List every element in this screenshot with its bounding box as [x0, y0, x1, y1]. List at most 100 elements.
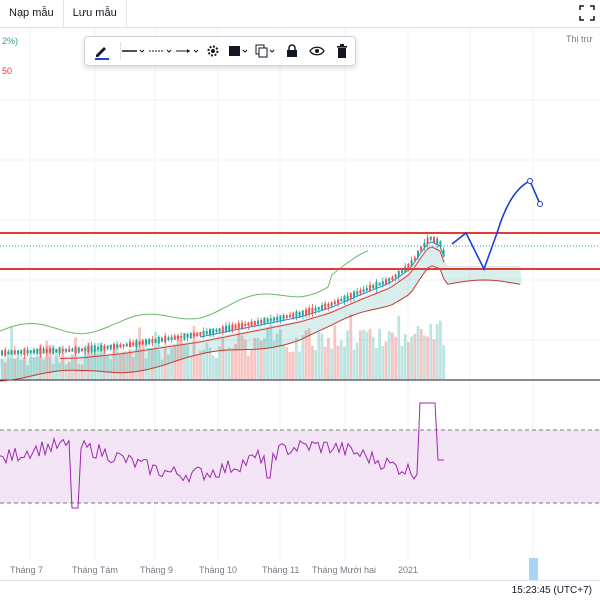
candle-body — [199, 332, 202, 336]
template-icon[interactable] — [225, 37, 252, 65]
volume-bar — [266, 327, 269, 380]
volume-bar — [365, 331, 369, 380]
volume-bar — [189, 356, 193, 380]
volume-bar — [93, 348, 97, 380]
candle-body — [385, 279, 387, 285]
line-width-icon[interactable] — [146, 37, 173, 65]
candle-body — [10, 350, 13, 355]
candle-body — [186, 333, 189, 338]
settings-icon[interactable] — [200, 37, 225, 65]
volume-bar — [112, 348, 116, 380]
drawing-handle — [527, 178, 533, 184]
lock-icon[interactable] — [280, 37, 305, 65]
x-axis-label: Tháng Tám — [72, 565, 118, 575]
time-scroll-marker[interactable] — [529, 558, 538, 580]
volume-bar — [352, 349, 356, 380]
candle-body — [17, 350, 19, 354]
volume-bar — [397, 315, 401, 380]
line-style-icon[interactable] — [121, 37, 146, 65]
candle-body — [317, 307, 320, 310]
candle-body — [413, 257, 416, 261]
volume-bar — [74, 337, 77, 380]
candle-body — [81, 348, 83, 351]
save-template-button[interactable]: Lưu mẫu — [72, 7, 117, 19]
volume-bar — [349, 314, 353, 380]
volume-bar — [19, 360, 23, 380]
volume-bar — [0, 358, 4, 380]
candle-body — [369, 285, 371, 291]
pencil-icon[interactable] — [85, 37, 120, 65]
candle-body — [381, 281, 384, 285]
volume-bar — [157, 350, 161, 380]
candle-body — [68, 348, 71, 353]
candle-body — [292, 312, 295, 318]
forecast-drawing — [451, 179, 541, 272]
price-chart[interactable] — [0, 28, 600, 580]
trash-icon[interactable] — [330, 37, 355, 65]
volume-bar — [35, 349, 39, 380]
volume-bar — [55, 349, 58, 380]
candle-body — [20, 350, 23, 354]
volume-bar — [3, 362, 7, 380]
candle-body — [311, 307, 314, 313]
load-template-button[interactable]: Nạp mẫu — [9, 7, 54, 19]
volume-bar — [400, 345, 404, 380]
candle-body — [93, 345, 96, 352]
candle-body — [196, 332, 199, 337]
candle-body — [349, 293, 352, 299]
bollinger-upper — [0, 250, 369, 335]
volume-bar — [439, 320, 442, 380]
candle-body — [164, 335, 167, 343]
legend-change: 2%) — [2, 36, 19, 46]
clone-icon[interactable] — [252, 37, 279, 65]
candle-body — [13, 350, 16, 355]
candle-body — [122, 344, 125, 347]
candle-body — [401, 270, 403, 273]
visibility-icon[interactable] — [305, 37, 330, 65]
volume-bar — [103, 347, 106, 380]
candle-body — [276, 316, 279, 321]
volume-bar — [211, 355, 215, 380]
volume-bar — [307, 328, 311, 380]
candle-body — [423, 242, 426, 248]
volume-bar — [48, 344, 52, 380]
volume-bar — [320, 333, 324, 380]
volume-bar — [391, 332, 394, 380]
candle-body — [365, 287, 368, 291]
candle-body — [244, 323, 247, 326]
volume-bar — [109, 359, 113, 380]
candle-body — [97, 347, 99, 350]
candle-body — [289, 314, 291, 318]
fullscreen-icon[interactable] — [578, 4, 596, 22]
candle-body — [55, 348, 58, 353]
candle-body — [4, 349, 7, 356]
candle-body — [378, 282, 381, 286]
candle-body — [375, 282, 378, 289]
volume-bar — [122, 351, 125, 380]
chart-area[interactable]: 2%) 50 Thị trư — [0, 28, 600, 580]
volume-bar — [224, 349, 228, 380]
candle-body — [433, 237, 435, 243]
volume-bar — [42, 359, 45, 380]
x-axis-label: Tháng 9 — [140, 565, 174, 575]
volume-bar — [336, 345, 340, 380]
volume-bar — [426, 336, 429, 380]
volume-bar — [250, 349, 253, 380]
candle-body — [308, 308, 311, 315]
volume-bar — [362, 329, 365, 380]
candle-body — [125, 343, 128, 347]
volume-bar — [215, 357, 218, 380]
candle-body — [333, 301, 336, 305]
volume-bar — [304, 330, 308, 380]
candle-body — [1, 350, 3, 356]
candle-body — [353, 291, 355, 298]
volume-bar — [263, 338, 266, 380]
candle-body — [36, 349, 39, 354]
volume-bar — [272, 340, 276, 380]
volume-bar — [192, 325, 196, 380]
volume-bar — [256, 337, 260, 380]
candle-body — [327, 303, 330, 308]
volume-bar — [205, 343, 209, 380]
line-end-icon[interactable] — [173, 37, 200, 65]
candle-body — [417, 250, 419, 258]
